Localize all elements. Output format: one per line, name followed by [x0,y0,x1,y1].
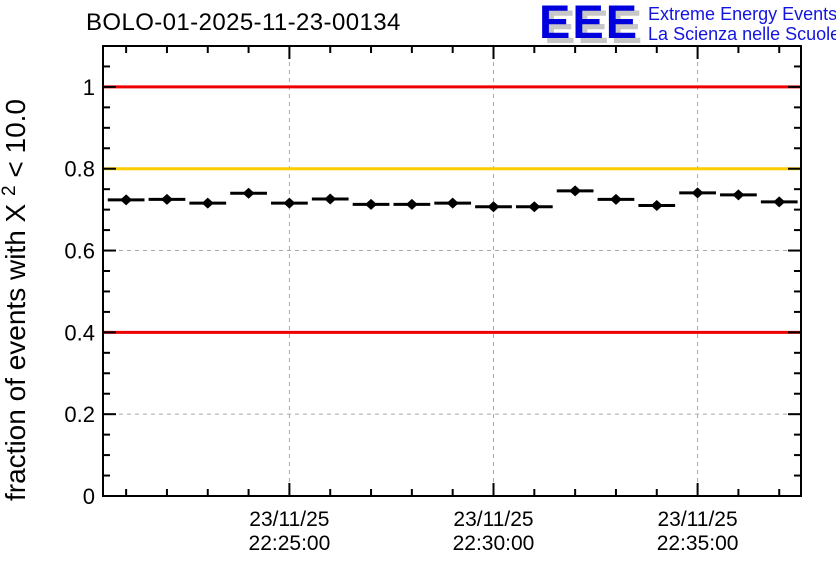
x-tick-label-date: 23/11/25 [249,508,329,531]
y-tick-label: 0.4 [64,320,95,345]
x-tick-label-date: 23/11/25 [657,508,737,531]
axis-labels-layer: 00.20.40.60.8123/11/2522:25:0023/11/2522… [64,75,738,555]
y-tick-label: 0.6 [64,239,95,264]
eee-logo-text: Extreme Energy Events La Scienza nelle S… [648,0,836,44]
data-series-layer [107,185,798,213]
eee-logo-tagline-2: La Scienza nelle Scuole [648,24,836,44]
data-point-marker [773,196,786,208]
data-point-marker [528,201,541,213]
data-point-marker [242,187,255,199]
y-axis-title-suffix: < 10.0 [0,99,31,178]
x-tick-label-time: 22:25:00 [249,532,331,555]
plot-frame-layer [102,45,802,497]
y-tick-label: 0.8 [64,157,95,182]
data-point-marker [691,187,704,199]
data-point-marker [365,198,378,210]
data-point-marker [446,197,459,209]
y-axis-title-superscript: 2 [0,185,20,196]
data-point-marker [324,193,337,205]
y-tick-label: 0.2 [64,402,95,427]
grid-layer [103,46,801,496]
plot-frame [102,45,802,497]
x-tick-label-time: 22:30:00 [453,532,535,555]
y-axis-title-prefix: fraction of events with X [0,203,31,501]
data-point-marker [609,193,622,205]
data-point-marker [487,201,500,213]
data-point-marker [732,189,745,201]
eee-logo-tagline-1: Extreme Energy Events [648,4,836,24]
data-point-marker [201,197,214,209]
data-point-marker [650,200,663,212]
data-point-marker [160,193,173,205]
data-point-marker [405,198,418,210]
x-tick-label-time: 22:35:00 [657,532,739,555]
y-tick-label: 1 [83,75,95,100]
y-axis-title: fraction of events with X 2 < 10.0 [0,99,31,501]
y-tick-label: 0 [83,484,95,509]
x-tick-label-date: 23/11/25 [453,508,533,531]
data-point-marker [120,194,133,206]
data-point-marker [283,197,296,209]
reference-lines-layer [103,85,801,334]
eee-logo: EEE Extreme Energy Events La Scienza nel… [539,0,836,48]
eee-logo-letters: EEE [539,0,640,48]
data-point-marker [569,185,582,197]
axis-ticks-layer [103,46,801,497]
page-title: BOLO-01-2025-11-23-00134 [86,9,401,36]
